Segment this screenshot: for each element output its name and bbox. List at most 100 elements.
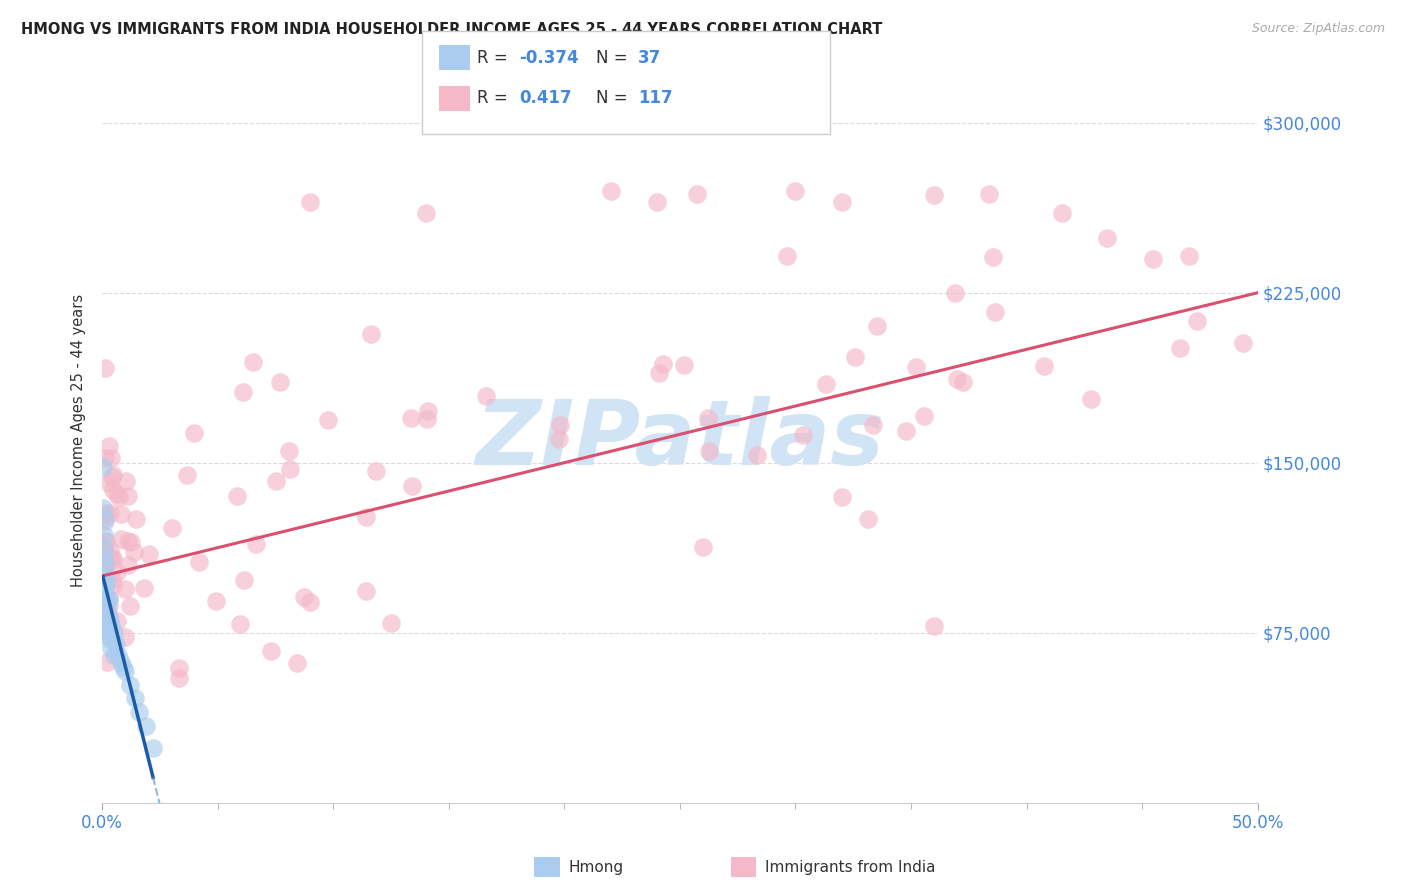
Point <box>98 632 121 647</box>
Point <box>299 195 322 210</box>
Point <box>981 250 1004 264</box>
Point <box>132 581 155 595</box>
Point <box>93 608 115 623</box>
Point <box>380 615 402 630</box>
Point <box>98 624 121 638</box>
Point <box>233 574 256 588</box>
Point <box>1232 336 1254 351</box>
Text: 0.417: 0.417 <box>519 89 571 107</box>
Point <box>415 206 437 220</box>
Point <box>176 468 198 483</box>
Point <box>100 550 122 565</box>
Text: 117: 117 <box>638 89 673 107</box>
Point <box>97 554 120 568</box>
Point <box>856 511 879 525</box>
Point <box>686 186 709 201</box>
Text: Immigrants from India: Immigrants from India <box>765 860 935 874</box>
Point <box>93 528 115 542</box>
Point <box>692 540 714 554</box>
Point <box>93 550 115 565</box>
Point <box>142 741 165 756</box>
Point <box>785 184 807 198</box>
Point <box>100 450 122 465</box>
Point <box>115 474 138 488</box>
Point <box>844 351 866 365</box>
Point <box>94 591 117 606</box>
Text: N =: N = <box>596 89 633 107</box>
Point <box>93 541 115 556</box>
Point <box>105 566 128 580</box>
Point <box>269 375 291 389</box>
Point <box>1185 314 1208 328</box>
Y-axis label: Householder Income Ages 25 - 44 years: Householder Income Ages 25 - 44 years <box>72 293 86 587</box>
Point <box>103 578 125 592</box>
Point <box>645 195 668 210</box>
Point <box>648 367 671 381</box>
Point <box>114 631 136 645</box>
Point <box>93 508 115 522</box>
Point <box>94 587 117 601</box>
Point <box>114 582 136 596</box>
Point <box>96 574 118 588</box>
Point <box>697 444 720 458</box>
Point <box>101 550 124 565</box>
Point <box>1080 392 1102 407</box>
Point <box>831 195 853 210</box>
Point <box>673 359 696 373</box>
Point <box>93 569 115 583</box>
Text: HMONG VS IMMIGRANTS FROM INDIA HOUSEHOLDER INCOME AGES 25 - 44 YEARS CORRELATION: HMONG VS IMMIGRANTS FROM INDIA HOUSEHOLD… <box>21 22 883 37</box>
Point <box>776 249 799 263</box>
Point <box>652 357 675 371</box>
Point <box>110 507 132 521</box>
Point <box>416 412 439 426</box>
Point <box>117 558 139 572</box>
Point <box>114 664 136 678</box>
Point <box>548 432 571 446</box>
Point <box>107 490 129 504</box>
Point <box>96 615 118 629</box>
Point <box>599 184 621 198</box>
Point <box>110 532 132 546</box>
Text: N =: N = <box>596 49 633 67</box>
Point <box>97 604 120 618</box>
Point <box>96 596 118 610</box>
Point <box>117 489 139 503</box>
Point <box>399 411 422 425</box>
Point <box>260 644 283 658</box>
Point <box>548 418 571 433</box>
Point <box>125 511 148 525</box>
Point <box>103 648 125 663</box>
Point <box>98 506 121 520</box>
Point <box>94 534 117 549</box>
Point <box>120 535 142 549</box>
Point <box>1050 206 1073 220</box>
Point <box>696 410 718 425</box>
Point <box>364 464 387 478</box>
Point <box>97 630 120 644</box>
Point <box>93 556 115 570</box>
Point <box>98 615 121 629</box>
Point <box>138 547 160 561</box>
Point <box>93 501 115 516</box>
Point <box>105 614 128 628</box>
Text: ZIPatlas: ZIPatlas <box>475 396 884 484</box>
Point <box>110 655 132 669</box>
Point <box>91 460 114 475</box>
Point <box>354 509 377 524</box>
Point <box>229 616 252 631</box>
Point <box>93 512 115 526</box>
Point <box>94 554 117 568</box>
Point <box>205 593 228 607</box>
Point <box>103 625 125 640</box>
Point <box>1170 341 1192 355</box>
Point <box>124 691 146 706</box>
Point <box>245 537 267 551</box>
Point <box>93 361 115 376</box>
Text: -0.374: -0.374 <box>519 49 578 67</box>
Point <box>242 355 264 369</box>
Point <box>94 603 117 617</box>
Point <box>745 448 768 462</box>
Point <box>866 318 889 333</box>
Point <box>100 619 122 633</box>
Point <box>97 554 120 568</box>
